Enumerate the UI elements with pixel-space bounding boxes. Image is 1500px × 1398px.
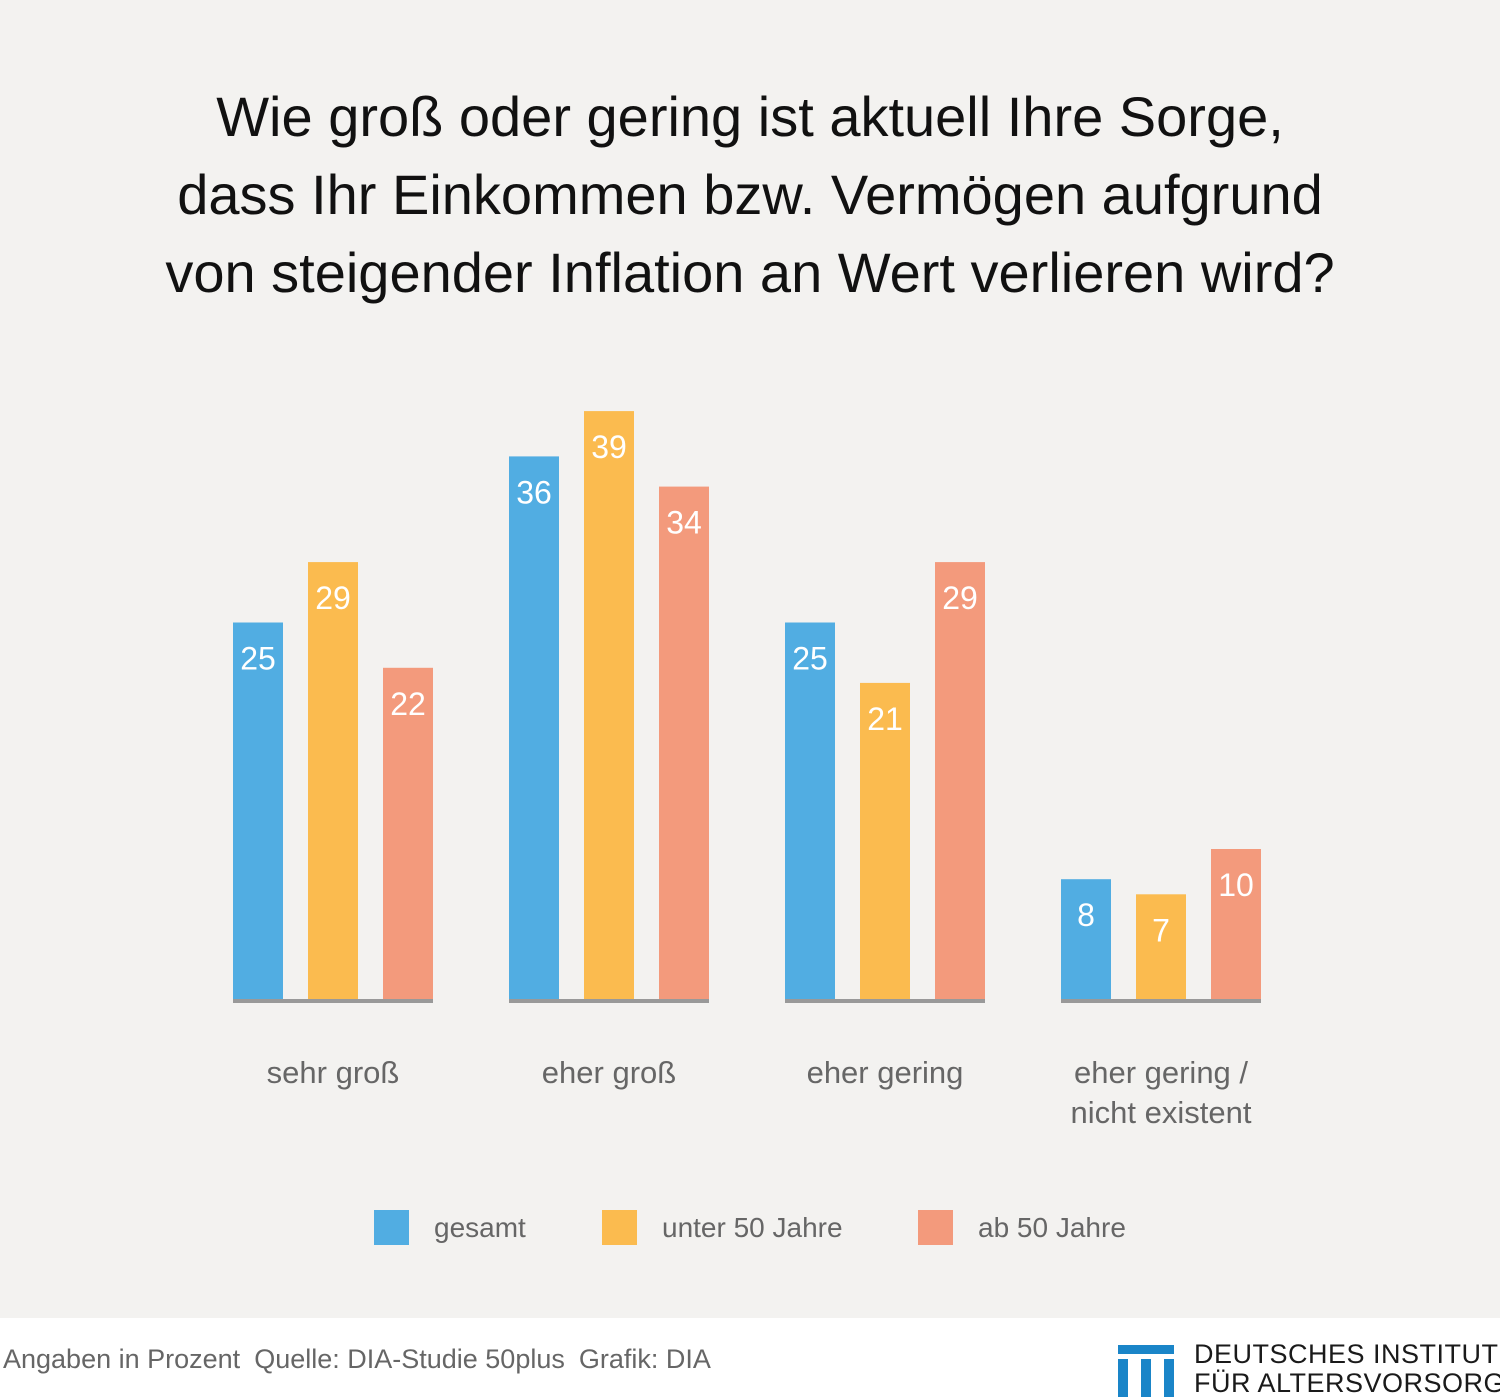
dia-logo: DEUTSCHES INSTITUT FÜR ALTERSVORSORGE	[1118, 1340, 1500, 1398]
bar-eher-gross-ab-50-jahre	[659, 486, 709, 1001]
bar-eher-gering-nicht-existent-gesamt	[1061, 879, 1111, 1000]
legend-label-gesamt: gesamt	[434, 1212, 526, 1243]
title-line-1: Wie groß oder gering ist aktuell Ihre So…	[216, 85, 1284, 148]
footer-note: Angaben in Prozent Quelle: DIA-Studie 50p…	[3, 1344, 725, 1375]
chart-title: Wie groß oder gering ist aktuell Ihre So…	[0, 78, 1500, 312]
data-label-eher-gross-gesamt: 36	[516, 474, 552, 510]
logo-line-1: DEUTSCHES INSTITUT	[1194, 1339, 1499, 1369]
baseline-eher-gross	[509, 999, 709, 1003]
category-label-eher-gering: eher gering	[807, 1055, 964, 1090]
baseline-eher-gering-nicht-existent	[1061, 999, 1261, 1003]
data-label-eher-gering-nicht-existent-gesamt: 8	[1077, 897, 1095, 933]
bar-eher-gering-gesamt	[785, 622, 835, 1000]
bar-sehr-gross-ab-50-jahre	[383, 667, 433, 1000]
category-label-eher-gross: eher groß	[542, 1055, 676, 1090]
legend-label-ab-50-jahre: ab 50 Jahre	[978, 1212, 1126, 1243]
title-line-3: von steigender Inflation an Wert verlier…	[165, 241, 1335, 304]
bar-eher-gering-unter-50-jahre	[860, 682, 910, 1000]
legend-swatch-unter-50-jahre	[602, 1210, 637, 1245]
data-label-eher-gering-unter-50-jahre: 21	[867, 701, 903, 737]
bar-eher-gering-nicht-existent-ab-50-jahre	[1211, 849, 1261, 1000]
bar-eher-gross-unter-50-jahre	[584, 411, 634, 1001]
legend-swatch-ab-50-jahre	[918, 1210, 953, 1245]
bar-eher-gering-ab-50-jahre	[935, 562, 985, 1000]
data-label-sehr-gross-unter-50-jahre: 29	[315, 580, 351, 616]
legend-swatch-gesamt	[374, 1210, 409, 1245]
data-label-eher-gering-nicht-existent-ab-50-jahre: 10	[1218, 867, 1254, 903]
data-label-sehr-gross-gesamt: 25	[240, 641, 276, 677]
footer-credit: Grafik: DIA	[578, 1344, 711, 1374]
footer-source: Quelle: DIA-Studie 50plus	[254, 1344, 565, 1374]
bar-sehr-gross-gesamt	[233, 622, 283, 1000]
bar-eher-gering-nicht-existent-unter-50-jahre	[1136, 894, 1186, 1000]
category-label-eher-gering-nicht-existent: eher gering / nicht existent	[1071, 1055, 1252, 1130]
title-line-2: dass Ihr Einkommen bzw. Vermögen aufgrun…	[177, 163, 1323, 226]
bar-sehr-gross-unter-50-jahre	[308, 562, 358, 1000]
baseline-eher-gering	[785, 999, 985, 1003]
bar-chart: 25 29 22 sehr groß 36 39 34 eher groß 25 21 29 eher…	[233, 411, 1261, 1245]
logo-line-2: FÜR ALTERSVORSORGE	[1194, 1368, 1500, 1398]
data-label-sehr-gross-ab-50-jahre: 22	[390, 686, 426, 722]
category-label-sehr-gross: sehr groß	[267, 1055, 400, 1090]
dia-logo-text: DEUTSCHES INSTITUT FÜR ALTERSVORSORGE	[1194, 1340, 1500, 1398]
baseline-sehr-gross	[233, 999, 433, 1003]
data-label-eher-gering-gesamt: 25	[792, 641, 828, 677]
dia-logo-mark-icon	[1118, 1345, 1174, 1397]
data-label-eher-gross-ab-50-jahre: 34	[666, 505, 702, 541]
data-label-eher-gering-ab-50-jahre: 29	[942, 580, 978, 616]
data-label-eher-gering-nicht-existent-unter-50-jahre: 7	[1152, 912, 1170, 948]
legend-label-unter-50-jahre: unter 50 Jahre	[662, 1212, 843, 1243]
footer-units: Angaben in Prozent	[3, 1344, 241, 1374]
bar-eher-gross-gesamt	[509, 456, 559, 1000]
data-label-eher-gross-unter-50-jahre: 39	[591, 429, 627, 465]
